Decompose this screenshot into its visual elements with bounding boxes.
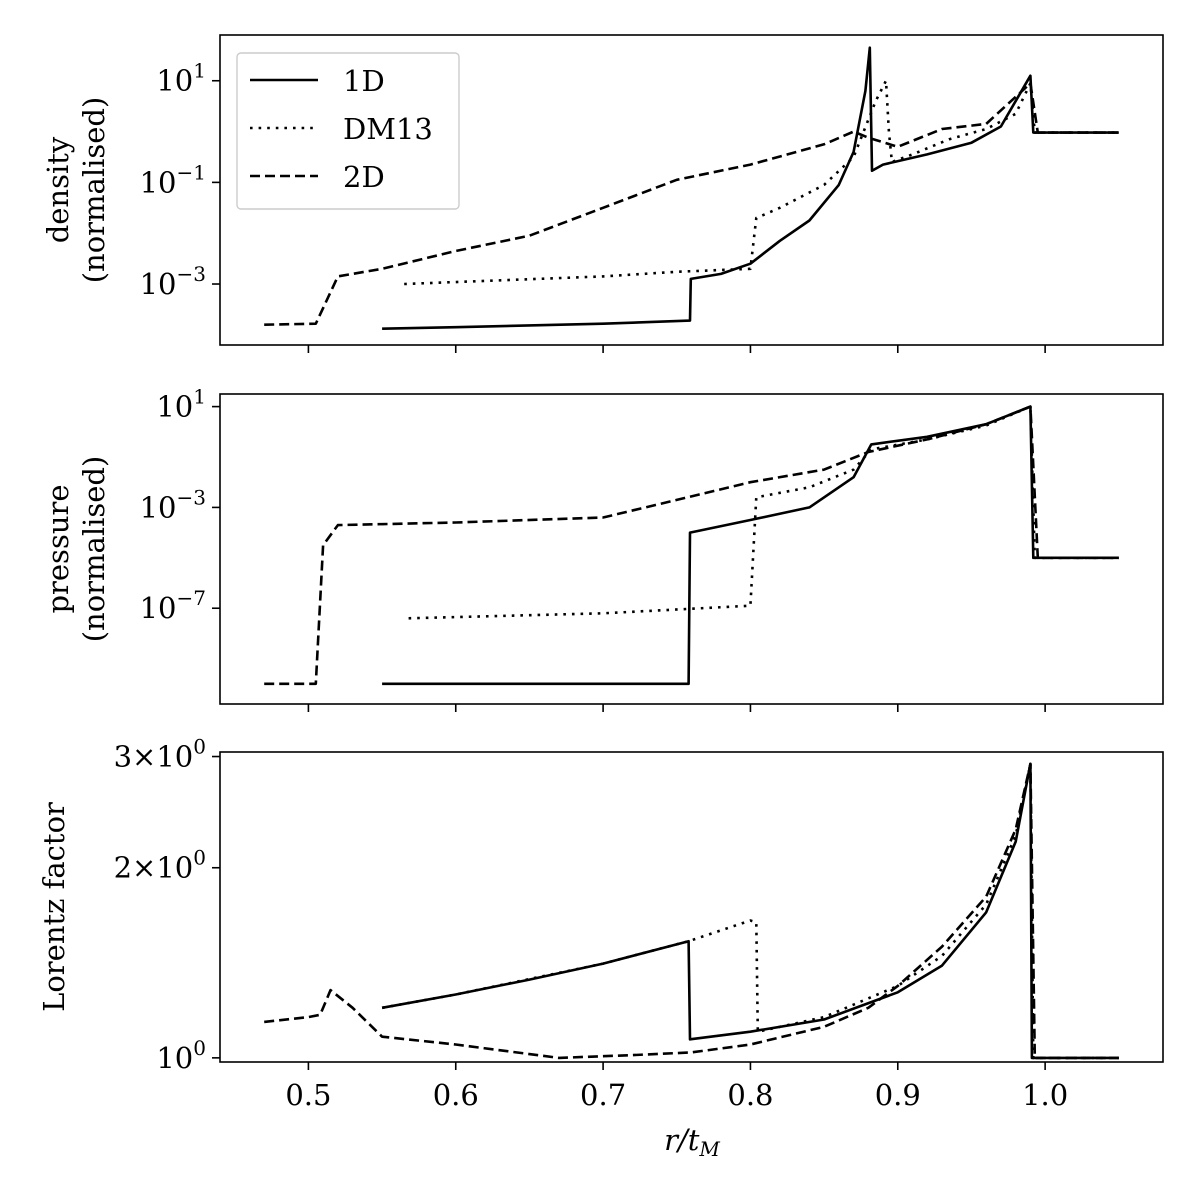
- density-ticks-layer: 101 10−1 10−3: [140, 59, 1046, 353]
- legend: 1D DM13 2D: [236, 52, 460, 210]
- x-axis-label-main: r/t: [664, 1123, 700, 1157]
- lorentz-panel: 0.5 0.6 0.7 0.8 0.9 1.0 3×100 2×100 100 Lorentz …: [37, 735, 1164, 1112]
- lorentz-x-tick-label: 1.0: [1022, 1078, 1068, 1112]
- density-series-1d: [382, 46, 1119, 330]
- legend-label-1d: 1D: [343, 64, 385, 98]
- lorentz-x-tick-label: 0.8: [727, 1078, 773, 1112]
- x-axis-label: r/tM: [664, 1123, 720, 1161]
- legend-label-dm13: DM13: [343, 112, 433, 146]
- density-series-layer: [264, 46, 1119, 330]
- legend-label-2d: 2D: [343, 160, 385, 194]
- pressure-ticks-layer: 101 10−3 10−7: [140, 385, 1046, 712]
- pressure-y-tick-label: 10−7: [140, 586, 206, 625]
- lorentz-series-layer: [264, 762, 1119, 1060]
- lorentz-series-dm13: [381, 762, 1119, 1060]
- density-y-tick-label: 101: [156, 59, 206, 98]
- pressure-y-tick-label: 101: [156, 385, 206, 424]
- density-y-tick-label: 10−1: [140, 160, 206, 199]
- density-panel: 101 10−1 10−3 density (normalised) 1D DM13…: [41, 34, 1164, 353]
- lorentz-y-tick-label: 2×100: [114, 846, 206, 885]
- pressure-series-layer: [264, 405, 1119, 686]
- lorentz-y-tick-label: 100: [156, 1036, 206, 1075]
- pressure-ylabel-line2: (normalised): [77, 456, 111, 643]
- pressure-axes-frame: [219, 393, 1164, 705]
- legend-box: [236, 52, 460, 210]
- lorentz-x-tick-label: 0.5: [285, 1078, 331, 1112]
- density-ylabel-line2: (normalised): [77, 97, 111, 284]
- pressure-panel: 101 10−3 10−7 pressure (normalised): [41, 385, 1164, 712]
- density-axes-frame: [219, 34, 1164, 346]
- lorentz-ylabel: Lorentz factor: [37, 802, 71, 1012]
- lorentz-x-tick-label: 0.6: [433, 1078, 479, 1112]
- pressure-series-2d: [264, 405, 1119, 686]
- lorentz-series-2d: [264, 762, 1119, 1060]
- lorentz-x-tick-label: 0.7: [580, 1078, 626, 1112]
- pressure-y-tick-label: 10−3: [140, 485, 206, 524]
- density-ylabel-line1: density: [41, 136, 75, 243]
- lorentz-y-tick-label: 3×100: [114, 735, 206, 774]
- density-series-dm13: [404, 79, 1119, 286]
- lorentz-x-tick-label: 0.9: [875, 1078, 921, 1112]
- x-axis-label-subscript: M: [698, 1137, 720, 1161]
- density-y-tick-label: 10−3: [140, 262, 206, 301]
- density-series-2d: [264, 82, 1119, 326]
- pressure-ylabel-line1: pressure: [41, 484, 75, 613]
- lorentz-ticks-layer: 0.5 0.6 0.7 0.8 0.9 1.0 3×100 2×100 100: [114, 735, 1069, 1112]
- lorentz-axes-frame: [219, 751, 1164, 1063]
